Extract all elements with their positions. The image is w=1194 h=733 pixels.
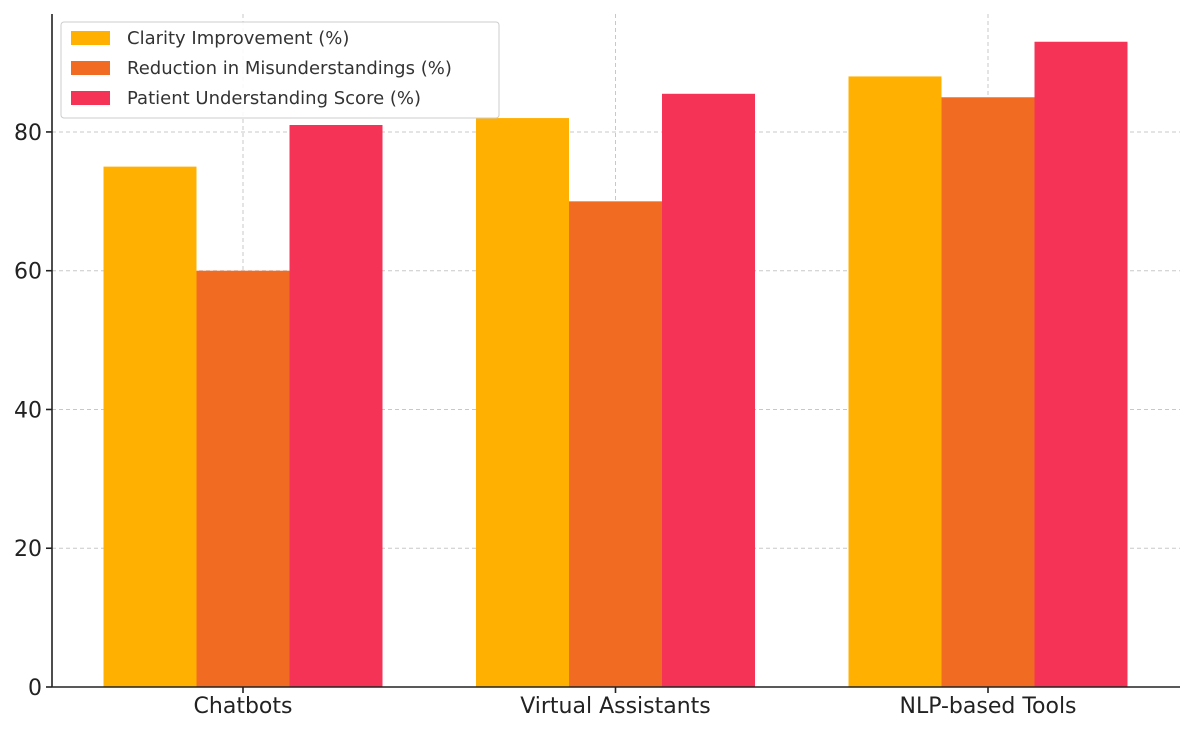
bar-0-2 bbox=[289, 125, 383, 687]
bar-2-0 bbox=[848, 76, 942, 687]
x-tick-label-0: Chatbots bbox=[194, 694, 293, 719]
y-tick-label-60: 60 bbox=[14, 260, 42, 285]
legend-label-0: Clarity Improvement (%) bbox=[127, 28, 349, 49]
legend-label-2: Patient Understanding Score (%) bbox=[127, 88, 421, 109]
x-tick-label-1: Virtual Assistants bbox=[520, 694, 711, 719]
bar-2-2 bbox=[1034, 41, 1128, 688]
bar-1-2 bbox=[662, 93, 755, 688]
legend-swatch-2 bbox=[71, 91, 110, 105]
axes-layer: 0 20 40 60 80 Chatbots Virtual Assistants NLP-b… bbox=[14, 14, 1180, 719]
y-tick-label-80: 80 bbox=[14, 121, 42, 146]
legend: Clarity Improvement (%) Reduction in Misu… bbox=[60, 21, 500, 119]
bars-layer bbox=[103, 41, 1128, 688]
legend-swatch-0 bbox=[71, 31, 110, 45]
legend-swatch-1 bbox=[71, 61, 110, 75]
bar-0-0 bbox=[103, 166, 197, 688]
bar-0-1 bbox=[196, 270, 290, 687]
bar-1-0 bbox=[476, 118, 569, 688]
bar-1-1 bbox=[569, 201, 662, 687]
y-tick-label-40: 40 bbox=[14, 398, 42, 423]
x-tick-label-2: NLP-based Tools bbox=[899, 694, 1076, 719]
legend-label-1: Reduction in Misunderstandings (%) bbox=[127, 58, 452, 79]
legend-box bbox=[60, 21, 500, 119]
bar-2-1 bbox=[941, 97, 1035, 687]
y-tick-label-0: 0 bbox=[28, 676, 42, 701]
y-tick-label-20: 20 bbox=[14, 537, 42, 562]
